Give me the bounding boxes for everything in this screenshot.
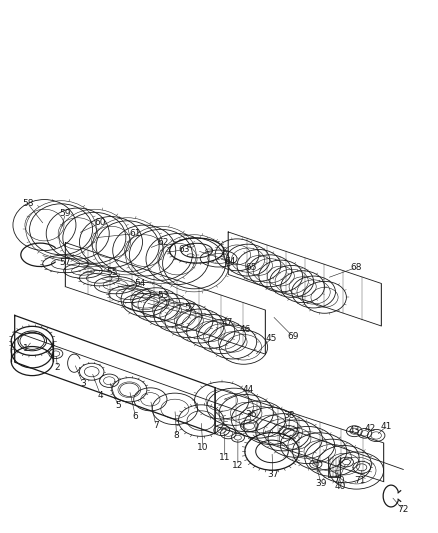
Text: 64: 64 bbox=[224, 257, 236, 265]
Text: 8: 8 bbox=[173, 431, 179, 440]
Text: 37: 37 bbox=[267, 470, 278, 479]
Text: 47: 47 bbox=[221, 318, 233, 327]
Text: 46: 46 bbox=[239, 325, 250, 334]
Text: 38: 38 bbox=[283, 411, 295, 420]
Text: 62: 62 bbox=[157, 238, 169, 247]
Text: 57: 57 bbox=[60, 258, 71, 266]
Text: 42: 42 bbox=[364, 424, 375, 433]
Text: 44: 44 bbox=[242, 385, 253, 394]
Text: 63: 63 bbox=[178, 245, 190, 254]
Text: 69: 69 bbox=[286, 332, 298, 341]
Text: 6: 6 bbox=[132, 412, 138, 421]
Text: 65: 65 bbox=[245, 263, 256, 272]
Text: 55: 55 bbox=[106, 269, 118, 277]
Text: 53: 53 bbox=[157, 291, 169, 300]
Text: 39: 39 bbox=[314, 479, 326, 488]
Text: 7: 7 bbox=[153, 422, 159, 430]
Text: 41: 41 bbox=[379, 423, 391, 431]
Text: 45: 45 bbox=[265, 334, 276, 343]
Text: 12: 12 bbox=[232, 461, 243, 470]
Text: 4: 4 bbox=[97, 391, 103, 400]
Text: 60: 60 bbox=[95, 219, 106, 228]
Text: 10: 10 bbox=[197, 442, 208, 451]
Text: 11: 11 bbox=[219, 453, 230, 462]
Text: 3: 3 bbox=[80, 379, 86, 388]
Text: 70: 70 bbox=[332, 475, 343, 484]
Text: 61: 61 bbox=[130, 229, 141, 238]
Text: 71: 71 bbox=[354, 475, 365, 484]
Text: 36: 36 bbox=[245, 410, 256, 419]
Text: 43: 43 bbox=[348, 426, 359, 434]
Text: 52: 52 bbox=[184, 303, 195, 312]
Text: 59: 59 bbox=[60, 209, 71, 218]
Text: 5: 5 bbox=[115, 401, 120, 410]
Text: 72: 72 bbox=[397, 505, 408, 514]
Text: 2: 2 bbox=[55, 363, 60, 372]
Text: 58: 58 bbox=[22, 199, 33, 208]
Text: 1: 1 bbox=[23, 344, 28, 353]
Text: 40: 40 bbox=[333, 482, 345, 491]
Text: 68: 68 bbox=[350, 263, 361, 272]
Text: 54: 54 bbox=[134, 279, 145, 288]
